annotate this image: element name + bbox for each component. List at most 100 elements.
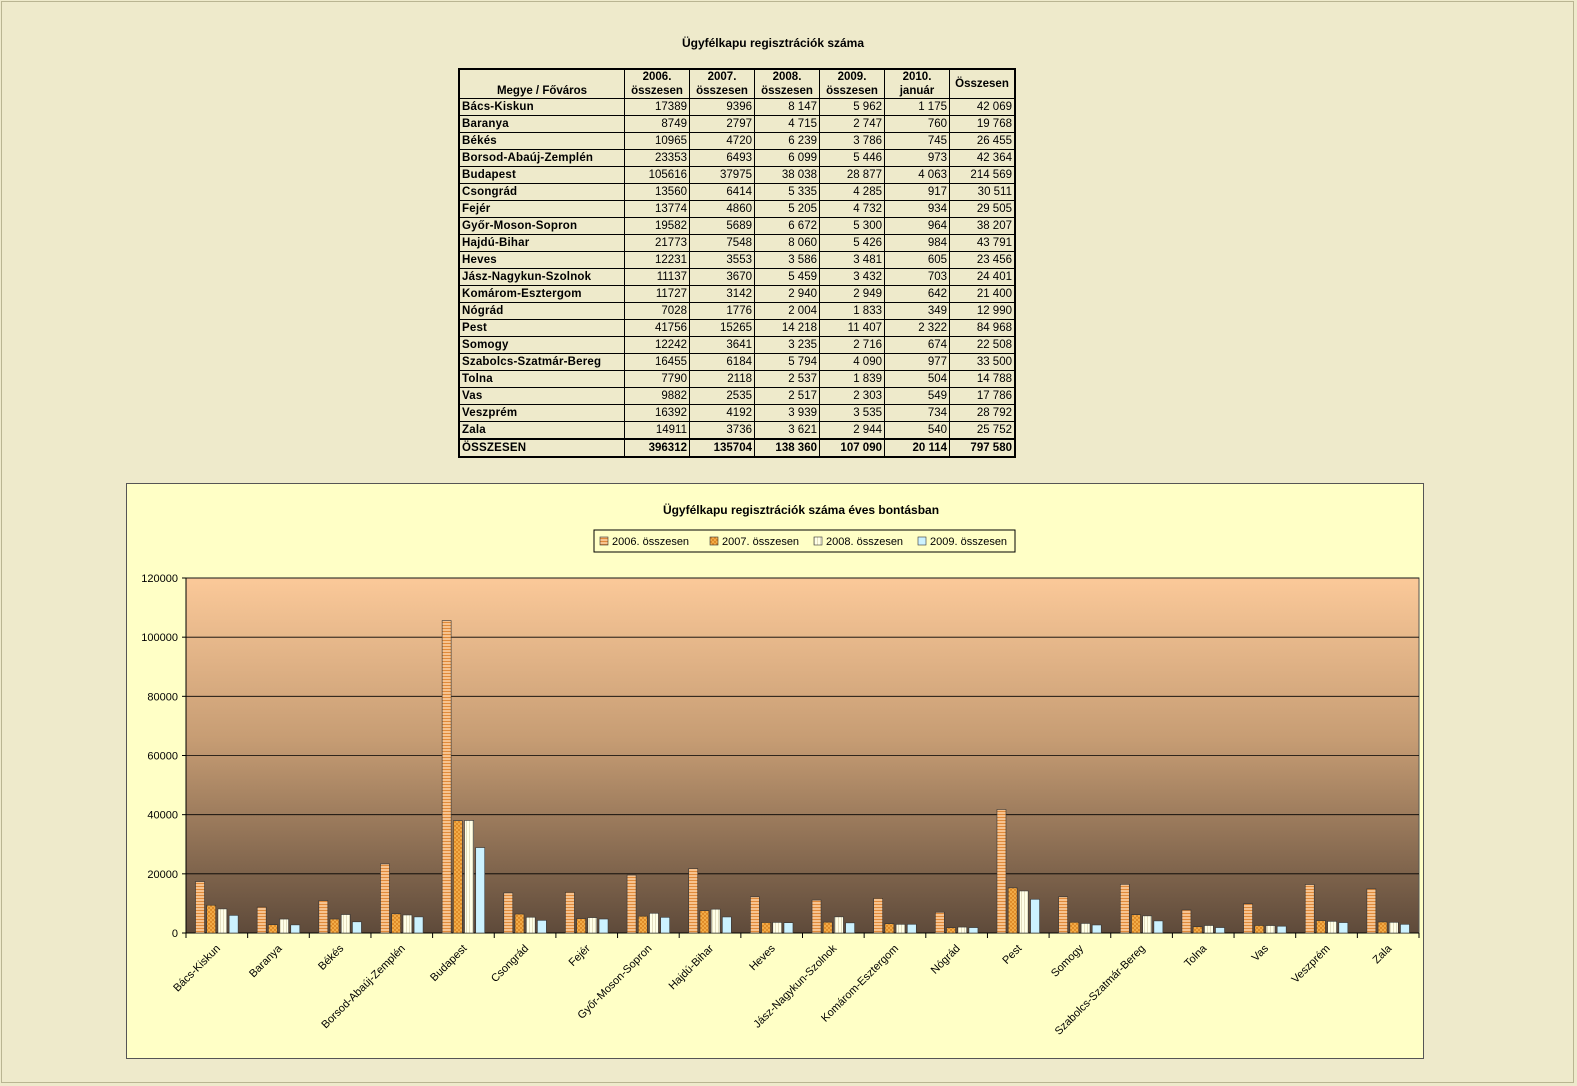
value-cell: 107 090 — [819, 438, 885, 458]
county-cell: Tolna — [458, 370, 625, 388]
value-cell: 20 114 — [884, 438, 950, 458]
value-cell: 3553 — [689, 251, 755, 269]
value-cell: 349 — [884, 302, 950, 320]
table-row: Zala 14911 3736 3 621 2 944 540 25 752 — [458, 421, 1016, 440]
bar — [290, 924, 301, 934]
value-cell: 2 517 — [754, 387, 820, 405]
value-cell: 105616 — [624, 166, 690, 184]
bar — [884, 923, 895, 934]
header-2008: 2008. összesen — [754, 68, 820, 99]
county-cell: Hajdú-Bihar — [458, 234, 625, 252]
bar — [845, 922, 855, 934]
value-cell: 6 239 — [754, 132, 820, 150]
value-cell: 4860 — [689, 200, 755, 218]
value-cell: 5 335 — [754, 183, 820, 201]
value-cell: 38 038 — [754, 166, 820, 184]
bar — [380, 863, 390, 934]
bar — [722, 916, 732, 934]
bar — [413, 916, 424, 934]
bar — [1366, 888, 1377, 934]
value-cell: 14 218 — [754, 319, 820, 337]
value-cell: 977 — [884, 353, 950, 371]
value-cell: 8 147 — [754, 98, 820, 116]
value-cell: 43 791 — [949, 234, 1016, 252]
table-row: Békés 10965 4720 6 239 3 786 745 26 455 — [458, 132, 1016, 150]
county-cell: Komárom-Esztergom — [458, 285, 625, 303]
bar — [957, 926, 968, 934]
bar — [391, 913, 401, 934]
header-2006: 2006. összesen — [624, 68, 690, 99]
value-cell: 21773 — [624, 234, 690, 252]
value-cell: 504 — [884, 370, 950, 388]
value-cell: 37975 — [689, 166, 755, 184]
legend-swatch — [813, 536, 823, 546]
x-tick-label: Veszprém — [1290, 943, 1333, 986]
value-cell: 17 786 — [949, 387, 1016, 405]
bar — [329, 918, 340, 934]
bar — [811, 899, 822, 934]
bar — [1058, 896, 1068, 934]
value-cell: 2 944 — [819, 421, 885, 440]
county-cell: Heves — [458, 251, 625, 269]
value-cell: 2 537 — [754, 370, 820, 388]
value-cell: 5 205 — [754, 200, 820, 218]
value-cell: 4 285 — [819, 183, 885, 201]
value-cell: 138 360 — [754, 438, 820, 458]
table-row: Bács-Kiskun 17389 9396 8 147 5 962 1 175 42 06… — [458, 98, 1016, 116]
table-row: Pest 41756 15265 14 218 11 407 2 322 84 968 — [458, 319, 1016, 337]
bar — [660, 917, 670, 934]
value-cell: 84 968 — [949, 319, 1016, 337]
bar — [1119, 884, 1130, 934]
value-cell: 3 535 — [819, 404, 885, 422]
value-cell: 11137 — [624, 268, 690, 286]
table-title: Ügyfélkapu regisztrációk száma — [681, 36, 865, 50]
value-cell: 5 426 — [819, 234, 885, 252]
bar — [340, 914, 351, 934]
county-cell: Borsod-Abaúj-Zemplén — [458, 149, 625, 167]
bar — [783, 922, 794, 934]
x-tick-label: Békés — [316, 942, 346, 972]
y-tick-label: 100000 — [141, 632, 178, 644]
table-row: Fejér 13774 4860 5 205 4 732 934 29 505 — [458, 200, 1016, 218]
value-cell: 3 621 — [754, 421, 820, 440]
legend-label: 2006. összesen — [612, 536, 689, 548]
value-cell: 4 090 — [819, 353, 885, 371]
county-cell: Bács-Kiskun — [458, 98, 625, 116]
value-cell: 7548 — [689, 234, 755, 252]
value-cell: 42 364 — [949, 149, 1016, 167]
table-row: Csongrád 13560 6414 5 335 4 285 917 30 511 — [458, 183, 1016, 201]
bar — [1204, 925, 1214, 934]
value-cell: 4 715 — [754, 115, 820, 133]
value-cell: 934 — [884, 200, 950, 218]
legend-box — [593, 529, 1016, 553]
value-cell: 12 990 — [949, 302, 1016, 320]
county-cell: Szabolcs-Szatmár-Bereg — [458, 353, 625, 371]
value-cell: 29 505 — [949, 200, 1016, 218]
value-cell: 2 322 — [884, 319, 950, 337]
value-cell: 9882 — [624, 387, 690, 405]
bar — [402, 914, 413, 934]
value-cell: 12242 — [624, 336, 690, 354]
bar — [1142, 915, 1152, 934]
value-cell: 9396 — [689, 98, 755, 116]
value-cell: 396312 — [624, 438, 690, 458]
bar — [750, 896, 760, 934]
value-cell: 973 — [884, 149, 950, 167]
value-cell: 23 456 — [949, 251, 1016, 269]
total-row: ÖSSZESEN 396312 135704 138 360 107 090 20 114… — [458, 438, 1016, 458]
value-cell: 5689 — [689, 217, 755, 235]
table-row: Tolna 7790 2118 2 537 1 839 504 14 788 — [458, 370, 1016, 388]
bar — [537, 920, 547, 934]
value-cell: 7790 — [624, 370, 690, 388]
value-cell: 4192 — [689, 404, 755, 422]
legend-swatch — [709, 536, 719, 546]
legend-label: 2009. összesen — [930, 536, 1007, 548]
value-cell: 540 — [884, 421, 950, 440]
bar — [761, 922, 771, 934]
bar — [228, 915, 239, 934]
value-cell: 674 — [884, 336, 950, 354]
bar — [1091, 924, 1102, 934]
table-row: Veszprém 16392 4192 3 939 3 535 734 28 792 — [458, 404, 1016, 422]
value-cell: 6414 — [689, 183, 755, 201]
value-cell: 5 446 — [819, 149, 885, 167]
